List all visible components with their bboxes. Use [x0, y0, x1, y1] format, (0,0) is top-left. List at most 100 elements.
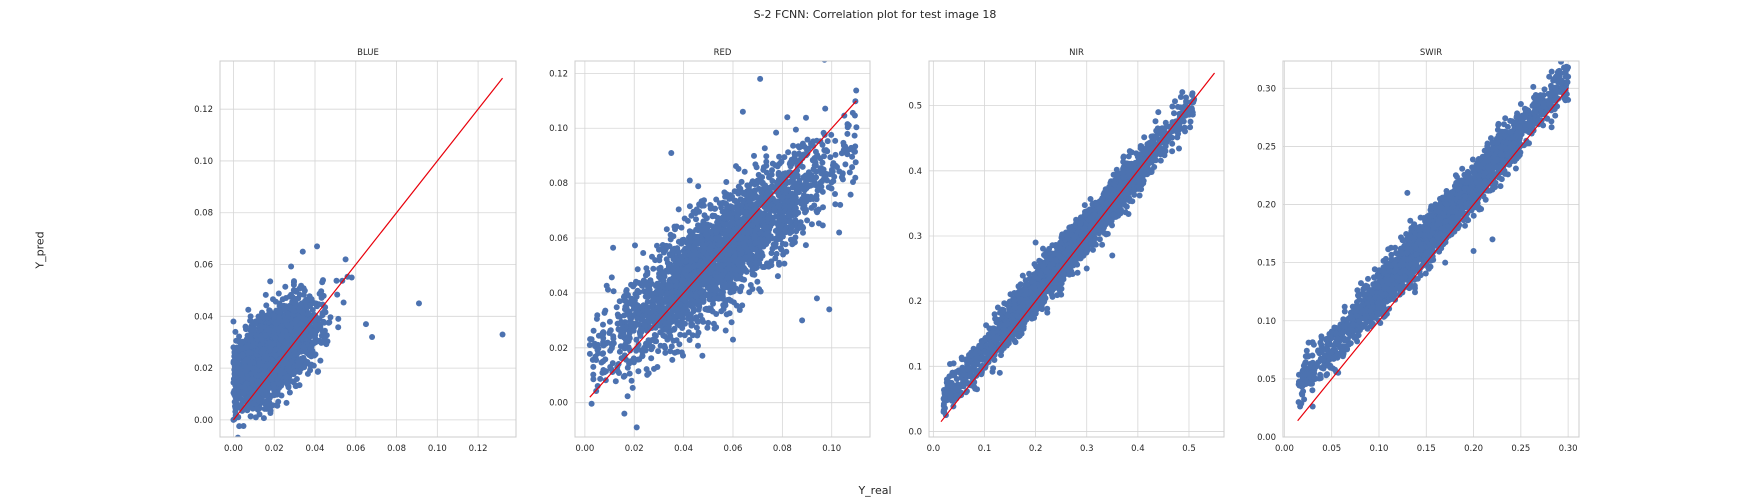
data-point — [804, 136, 811, 143]
data-point — [230, 344, 237, 351]
data-point — [595, 341, 601, 348]
axes-frame — [219, 60, 517, 438]
data-point — [633, 293, 640, 300]
data-point — [600, 321, 606, 328]
data-point — [695, 342, 701, 349]
data-point — [699, 352, 706, 359]
data-point — [595, 350, 602, 357]
data-point — [737, 288, 744, 295]
data-point — [663, 226, 670, 233]
data-point — [636, 280, 642, 286]
data-point — [230, 389, 237, 396]
data-point — [248, 325, 255, 332]
data-point — [610, 244, 617, 251]
data-point — [776, 153, 783, 160]
data-point — [646, 286, 653, 293]
data-point — [769, 167, 775, 174]
data-point — [781, 260, 788, 267]
data-point — [593, 315, 600, 322]
data-point — [820, 204, 826, 211]
data-point — [851, 132, 858, 139]
data-point — [238, 371, 245, 378]
data-point — [674, 348, 681, 355]
data-point — [732, 197, 739, 204]
data-point — [704, 324, 711, 331]
data-point — [832, 151, 839, 158]
data-point — [590, 363, 597, 370]
data-point — [811, 162, 818, 169]
data-point — [655, 348, 662, 355]
data-point — [684, 217, 691, 224]
data-point — [340, 299, 347, 306]
data-point — [279, 333, 286, 340]
data-point — [291, 348, 298, 355]
data-point — [628, 281, 635, 288]
y-tick-label: 0.02 — [194, 364, 213, 374]
data-point — [776, 261, 783, 268]
data-point — [297, 320, 304, 327]
data-point — [607, 327, 614, 334]
data-point — [273, 402, 280, 409]
data-point — [285, 311, 292, 318]
data-point — [741, 168, 748, 175]
data-point — [266, 307, 273, 314]
data-point — [651, 365, 657, 372]
data-point — [751, 265, 757, 272]
data-point — [280, 328, 287, 335]
data-point — [606, 318, 613, 325]
data-point — [721, 221, 728, 228]
data-point — [752, 239, 759, 246]
data-point — [790, 142, 797, 149]
data-point — [643, 265, 650, 272]
data-point — [247, 364, 254, 371]
data-point — [635, 341, 642, 348]
data-point — [240, 390, 247, 397]
data-point — [248, 343, 255, 350]
data-point — [724, 251, 731, 258]
data-point — [603, 368, 609, 375]
data-point — [242, 323, 249, 330]
data-point — [272, 346, 279, 353]
data-point — [262, 291, 269, 298]
data-point — [290, 307, 297, 314]
identity-line — [232, 77, 504, 421]
data-point — [669, 356, 676, 363]
data-point — [707, 222, 713, 229]
data-point — [671, 317, 678, 324]
data-point — [245, 306, 252, 313]
data-point — [620, 373, 627, 380]
data-point — [775, 231, 782, 238]
data-point — [792, 126, 799, 133]
y-tick-label: 0.00 — [194, 416, 213, 426]
data-point — [759, 174, 766, 181]
data-point — [775, 169, 782, 176]
data-point — [844, 151, 851, 158]
data-point — [308, 296, 315, 303]
data-point — [265, 327, 272, 333]
data-point — [729, 193, 735, 200]
data-point — [820, 129, 827, 136]
data-point — [804, 217, 811, 224]
data-point — [788, 236, 794, 243]
data-point — [661, 342, 668, 349]
data-point — [711, 295, 718, 302]
data-point — [704, 306, 711, 313]
data-point — [282, 283, 289, 290]
data-point — [590, 327, 597, 334]
data-point — [241, 384, 248, 390]
subplot-blue: 0.00 0.02 0.04 0.06 0.08 0.10 0.120.000.020.04… — [194, 48, 517, 454]
subplot-title: BLUE — [357, 48, 379, 58]
data-point — [597, 375, 604, 382]
data-point — [327, 314, 334, 321]
data-point — [830, 160, 837, 167]
data-point — [276, 314, 283, 320]
data-point — [654, 242, 660, 249]
data-point — [803, 114, 809, 121]
data-point — [321, 327, 328, 334]
data-point — [629, 298, 636, 305]
data-point — [781, 154, 788, 161]
data-point — [779, 240, 786, 247]
data-point — [250, 400, 257, 407]
data-point — [270, 381, 277, 388]
data-point — [844, 130, 851, 137]
